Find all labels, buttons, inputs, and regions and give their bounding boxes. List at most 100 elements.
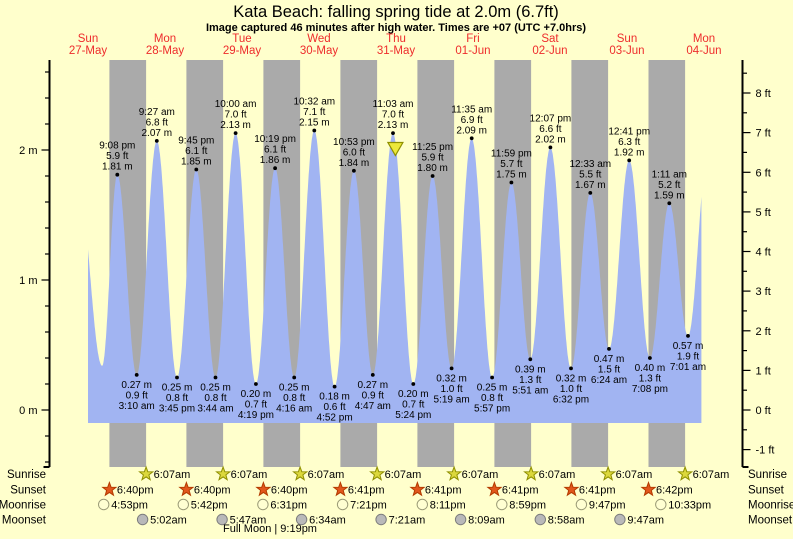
right-axis-tick-label: 8 ft [756,88,771,100]
astro-time-label: 6:41pm [579,485,616,497]
right-axis-tick-label: 3 ft [756,286,771,298]
annotation-time: 4:47 am [355,401,391,412]
astro-time-label: 6:34am [309,515,346,527]
astro-row-label-left: Moonrise [0,500,46,512]
astro-time-label: 9:47pm [589,500,626,512]
annotation-m: 2.02 m [535,134,566,145]
low-tide-dot [686,334,690,338]
moonset-circle-icon [136,513,149,526]
low-tide-annotation: 0.25 m0.8 ft3:44 am [197,375,234,415]
moonrise-circle-icon [257,498,269,511]
day-name: Mon [693,33,715,45]
annotation-ft: 5.9 ft [421,153,443,164]
high-tide-annotation: 11:25 pm5.9 ft1.80 m [412,142,453,178]
low-tide-dot [648,356,652,360]
astro-row-label-left: Sunset [10,485,47,497]
high-tide-annotation: 11:35 am6.9 ft2.09 m [451,104,492,141]
sunrise-star-icon [677,465,694,481]
annotation-time: 7:01 am [670,362,706,373]
sunrise-star-icon [446,465,463,481]
day-date: 04-Jun [686,45,721,57]
moonrise-circle-icon [177,498,190,511]
high-tide-dot [469,136,474,141]
astro-time-label: 6:40pm [194,485,231,497]
low-tide-dot [490,375,494,380]
high-tide-dot [548,145,553,150]
astro-row-sunrise: Sunrise Sunrise 6:07am 6:07am 6:07am 6:07am 6:… [7,465,787,481]
day-date: 03-Jun [609,45,644,57]
annotation-time: 4:52 pm [317,413,353,424]
annotation-m: 1.67 m [575,180,606,191]
astro-time-label: 6:31pm [270,500,307,512]
right-axis-tick-label: 0 ft [756,405,771,417]
annotation-m: 0.20 m [398,389,429,400]
annotation-time: 9:08 pm [99,141,135,152]
astro-time-label: 8:58am [548,515,585,527]
high-tide-dot [509,180,514,185]
sunset-star-icon [101,481,118,497]
high-tide-annotation: 12:33 am5.5 ft1.67 m [569,159,611,195]
high-tide-annotation: 10:53 pm6.0 ft1.84 m [333,137,375,173]
annotation-time: 6:24 am [591,375,627,386]
low-tide-annotation: 0.27 m0.9 ft4:47 am [355,373,391,412]
annotation-time: 11:03 am [373,99,414,110]
annotation-m: 1.59 m [654,190,685,201]
annotation-ft: 1.3 ft [519,375,541,386]
annotation-m: 0.25 m [200,383,231,394]
high-tide-annotation: 12:07 pm6.6 ft2.02 m [530,113,571,150]
annotation-time: 5:51 am [512,385,548,396]
low-tide-annotation: 0.32 m1.0 ft6:32 pm [553,366,589,405]
annotation-m: 0.18 m [319,392,350,403]
day-name: Tue [232,33,251,45]
annotation-time: 1:11 am [652,169,687,180]
annotation-m: 1.81 m [102,162,133,173]
sunrise-star-icon [600,465,617,481]
low-tide-annotation: 0.20 m0.7 ft4:19 pm [238,382,274,421]
low-tide-dot [134,373,139,377]
astro-time-label: 6:07am [616,469,653,481]
astro-time-label: 5:02am [150,515,187,527]
moonrise-circle-icon [416,498,428,511]
annotation-m: 2.13 m [220,120,251,131]
low-tide-dot [528,357,533,362]
annotation-ft: 0.8 ft [481,393,503,404]
low-tide-dot [569,366,573,371]
left-axis-tick-label: 0 m [19,405,37,417]
right-axis-tick-label: 2 ft [756,326,771,338]
left-axis-tick-label: 2 m [19,145,37,157]
moonrise-circle-icon [336,498,349,511]
sunset-star-icon [563,481,580,497]
day-date: 02-Jun [532,45,567,57]
high-tide-annotation: 9:08 pm5.9 ft1.81 m [99,141,135,177]
low-tide-annotation: 0.25 m0.8 ft5:57 pm [474,375,510,415]
astro-time-label: 5:47am [230,515,267,527]
high-tide-dot [233,131,238,136]
high-tide-annotation: 10:19 pm6.1 ft1.86 m [254,134,296,171]
tide-water-area [88,130,702,423]
right-axis-tick-label: 1 ft [756,365,771,377]
astro-time-label: 6:41pm [425,485,462,497]
annotation-m: 1.86 m [260,155,291,166]
annotation-time: 4:19 pm [238,410,274,421]
astro-time-label: 10:33pm [668,500,711,512]
astro-time-label: 5:42pm [191,500,228,512]
annotation-ft: 6.6 ft [539,124,561,135]
day-name: Thu [386,33,406,45]
day-name: Sat [541,33,559,45]
chart-subtitle: Image captured 46 minutes after high wat… [206,22,586,34]
annotation-time: 4:16 am [276,404,312,415]
high-tide-annotation: 10:00 am7.0 ft2.13 m [215,99,256,136]
astro-time-label: 7:21am [389,515,426,527]
annotation-ft: 5.5 ft [579,169,601,180]
high-tide-dot [627,158,632,163]
current-time-marker-layer [386,141,404,157]
right-axis-tick-label: 4 ft [756,247,771,259]
annotation-ft: 5.9 ft [106,151,128,162]
sunrise-star-icon [292,465,309,481]
